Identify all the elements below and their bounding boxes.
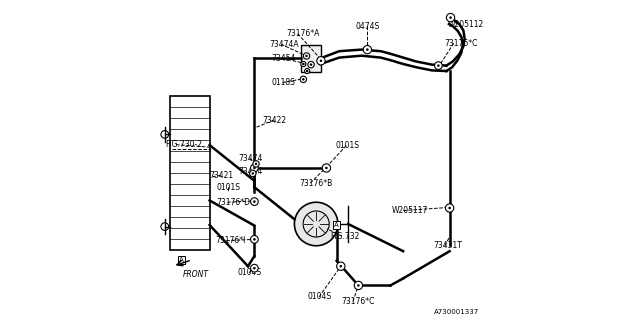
Text: 73431T: 73431T	[434, 241, 463, 250]
Text: 0101S: 0101S	[217, 183, 241, 192]
Circle shape	[301, 61, 306, 67]
Text: A: A	[179, 257, 184, 263]
Circle shape	[437, 64, 440, 67]
Circle shape	[322, 164, 331, 172]
Circle shape	[320, 60, 323, 62]
Circle shape	[250, 164, 258, 172]
Circle shape	[300, 76, 307, 83]
Text: W205117: W205117	[392, 206, 428, 215]
Bar	[170, 96, 210, 250]
Circle shape	[294, 202, 338, 246]
Circle shape	[253, 167, 255, 169]
Text: 73176*C: 73176*C	[444, 39, 477, 48]
Circle shape	[305, 55, 308, 57]
Circle shape	[325, 167, 328, 169]
Circle shape	[302, 78, 305, 81]
Text: A: A	[334, 222, 339, 228]
Circle shape	[253, 267, 255, 269]
Circle shape	[255, 163, 257, 165]
Circle shape	[317, 57, 325, 65]
Text: A730001337: A730001337	[434, 309, 479, 315]
Circle shape	[308, 61, 314, 68]
Bar	[301, 45, 321, 72]
Text: 73176*A: 73176*A	[287, 29, 320, 38]
Circle shape	[250, 170, 256, 177]
Circle shape	[310, 63, 312, 66]
Circle shape	[252, 172, 254, 175]
Circle shape	[253, 238, 255, 241]
Text: 73176*I: 73176*I	[215, 236, 245, 245]
Text: 73474: 73474	[239, 154, 263, 163]
Text: 0104S: 0104S	[237, 268, 262, 277]
Circle shape	[305, 68, 310, 74]
Text: 73422: 73422	[262, 116, 287, 124]
Circle shape	[337, 262, 345, 270]
Circle shape	[449, 16, 452, 19]
Circle shape	[364, 45, 372, 54]
Text: 0474S: 0474S	[356, 22, 380, 31]
Circle shape	[445, 204, 454, 212]
Text: FIG.732: FIG.732	[330, 232, 360, 241]
Circle shape	[253, 161, 259, 167]
Text: W205112: W205112	[447, 20, 484, 28]
Text: 73176*C: 73176*C	[342, 297, 375, 306]
Circle shape	[250, 198, 258, 205]
Circle shape	[449, 207, 451, 209]
Text: 73454: 73454	[239, 167, 263, 176]
Circle shape	[339, 265, 342, 268]
Circle shape	[306, 70, 308, 72]
Circle shape	[357, 284, 360, 287]
Text: 0118S: 0118S	[271, 78, 295, 87]
Text: 73454: 73454	[271, 54, 296, 63]
Text: FRONT: FRONT	[183, 270, 209, 279]
Text: 73176*D: 73176*D	[216, 198, 250, 207]
Text: 73474A: 73474A	[269, 40, 299, 49]
Circle shape	[250, 236, 258, 243]
Circle shape	[250, 264, 258, 272]
Circle shape	[355, 281, 362, 290]
Circle shape	[302, 63, 305, 65]
Text: 73176*B: 73176*B	[300, 179, 332, 188]
Circle shape	[253, 200, 255, 203]
Circle shape	[447, 13, 455, 22]
Text: 0104S: 0104S	[308, 292, 332, 301]
Text: FIG.730-2: FIG.730-2	[165, 140, 202, 149]
Circle shape	[303, 53, 310, 59]
Text: 0101S: 0101S	[335, 141, 360, 150]
Circle shape	[366, 48, 369, 51]
Circle shape	[435, 62, 442, 69]
Text: 73421: 73421	[210, 171, 234, 180]
